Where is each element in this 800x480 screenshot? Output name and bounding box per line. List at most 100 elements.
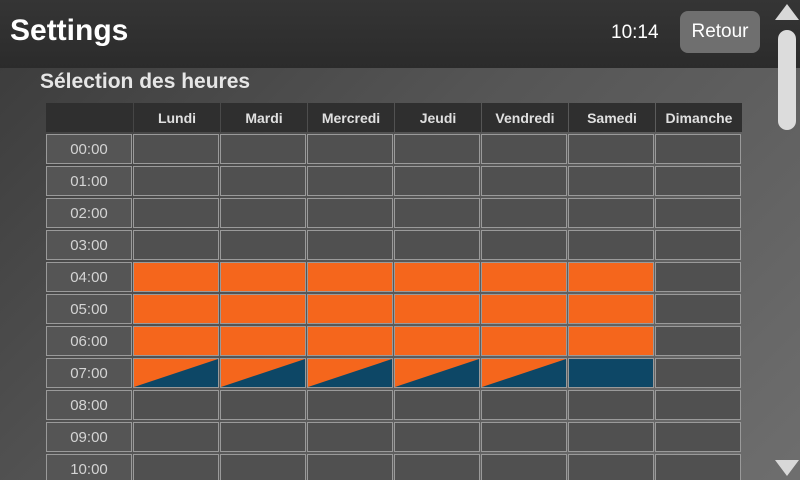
time-slot-samedi[interactable] (568, 166, 654, 196)
time-slot-jeudi[interactable] (394, 166, 480, 196)
day-header-row: Lundi Mardi Mercredi Jeudi Vendredi Samedi Dim… (46, 102, 754, 133)
time-slot-lundi[interactable] (133, 230, 219, 260)
time-slot-dimanche[interactable] (655, 422, 741, 452)
time-slot-vendredi[interactable] (481, 326, 567, 356)
hour-label[interactable]: 00:00 (46, 134, 132, 164)
time-slot-vendredi[interactable] (481, 390, 567, 420)
time-slot-samedi[interactable] (568, 454, 654, 480)
half-slot-indicator (482, 359, 566, 387)
time-slot-jeudi[interactable] (394, 230, 480, 260)
time-slot-mardi[interactable] (220, 454, 306, 480)
time-slot-mercredi[interactable] (307, 166, 393, 196)
time-slot-lundi[interactable] (133, 134, 219, 164)
time-slot-mercredi[interactable] (307, 294, 393, 324)
time-slot-dimanche[interactable] (655, 454, 741, 480)
time-slot-dimanche[interactable] (655, 134, 741, 164)
time-slot-mercredi[interactable] (307, 358, 393, 388)
hour-label[interactable]: 05:00 (46, 294, 132, 324)
time-slot-mercredi[interactable] (307, 454, 393, 480)
time-slot-mardi[interactable] (220, 294, 306, 324)
scroll-down-arrow-icon[interactable] (775, 460, 799, 476)
time-slot-vendredi[interactable] (481, 134, 567, 164)
hour-label[interactable]: 07:00 (46, 358, 132, 388)
time-slot-samedi[interactable] (568, 326, 654, 356)
time-slot-samedi[interactable] (568, 198, 654, 228)
hour-label[interactable]: 10:00 (46, 454, 132, 480)
time-slot-samedi[interactable] (568, 134, 654, 164)
back-button[interactable]: Retour (680, 11, 760, 53)
time-slot-mardi[interactable] (220, 326, 306, 356)
time-slot-jeudi[interactable] (394, 422, 480, 452)
time-slot-jeudi[interactable] (394, 134, 480, 164)
time-slot-vendredi[interactable] (481, 358, 567, 388)
time-slot-lundi[interactable] (133, 326, 219, 356)
time-slot-vendredi[interactable] (481, 198, 567, 228)
time-slot-samedi[interactable] (568, 422, 654, 452)
time-slot-mercredi[interactable] (307, 422, 393, 452)
time-slot-dimanche[interactable] (655, 358, 741, 388)
hour-label[interactable]: 02:00 (46, 198, 132, 228)
time-slot-dimanche[interactable] (655, 166, 741, 196)
hour-label[interactable]: 01:00 (46, 166, 132, 196)
time-slot-dimanche[interactable] (655, 294, 741, 324)
time-slot-vendredi[interactable] (481, 166, 567, 196)
time-slot-mardi[interactable] (220, 262, 306, 292)
day-header-mercredi: Mercredi (308, 103, 394, 132)
half-slot-indicator (221, 359, 305, 387)
scroll-up-arrow-icon[interactable] (775, 4, 799, 20)
time-slot-jeudi[interactable] (394, 198, 480, 228)
time-slot-mardi[interactable] (220, 422, 306, 452)
time-slot-mercredi[interactable] (307, 134, 393, 164)
time-slot-mardi[interactable] (220, 134, 306, 164)
time-slot-dimanche[interactable] (655, 326, 741, 356)
time-slot-vendredi[interactable] (481, 262, 567, 292)
time-slot-jeudi[interactable] (394, 454, 480, 480)
day-header-samedi: Samedi (569, 103, 655, 132)
time-slot-vendredi[interactable] (481, 422, 567, 452)
time-slot-jeudi[interactable] (394, 294, 480, 324)
time-slot-jeudi[interactable] (394, 326, 480, 356)
time-slot-samedi[interactable] (568, 294, 654, 324)
time-slot-samedi[interactable] (568, 230, 654, 260)
time-slot-mercredi[interactable] (307, 198, 393, 228)
time-slot-samedi[interactable] (568, 358, 654, 388)
time-slot-dimanche[interactable] (655, 198, 741, 228)
time-slot-lundi[interactable] (133, 198, 219, 228)
time-slot-dimanche[interactable] (655, 262, 741, 292)
day-header-jeudi: Jeudi (395, 103, 481, 132)
time-slot-mardi[interactable] (220, 358, 306, 388)
time-slot-vendredi[interactable] (481, 230, 567, 260)
time-slot-lundi[interactable] (133, 262, 219, 292)
time-slot-lundi[interactable] (133, 454, 219, 480)
time-slot-lundi[interactable] (133, 422, 219, 452)
scrollbar[interactable] (772, 0, 800, 480)
time-slot-mardi[interactable] (220, 198, 306, 228)
time-slot-lundi[interactable] (133, 390, 219, 420)
time-slot-samedi[interactable] (568, 262, 654, 292)
time-slot-mardi[interactable] (220, 166, 306, 196)
time-slot-samedi[interactable] (568, 390, 654, 420)
time-slot-mercredi[interactable] (307, 390, 393, 420)
hour-label[interactable]: 06:00 (46, 326, 132, 356)
scroll-thumb[interactable] (778, 30, 796, 130)
time-slot-vendredi[interactable] (481, 454, 567, 480)
time-slot-mercredi[interactable] (307, 230, 393, 260)
time-slot-jeudi[interactable] (394, 262, 480, 292)
time-slot-lundi[interactable] (133, 294, 219, 324)
time-slot-dimanche[interactable] (655, 230, 741, 260)
time-slot-mardi[interactable] (220, 230, 306, 260)
time-slot-vendredi[interactable] (481, 294, 567, 324)
time-slot-jeudi[interactable] (394, 390, 480, 420)
hour-label[interactable]: 08:00 (46, 390, 132, 420)
time-slot-jeudi[interactable] (394, 358, 480, 388)
time-slot-dimanche[interactable] (655, 390, 741, 420)
time-slot-mercredi[interactable] (307, 262, 393, 292)
time-slot-lundi[interactable] (133, 166, 219, 196)
time-slot-mercredi[interactable] (307, 326, 393, 356)
hour-label[interactable]: 09:00 (46, 422, 132, 452)
time-slot-mardi[interactable] (220, 390, 306, 420)
hour-label[interactable]: 03:00 (46, 230, 132, 260)
time-slot-lundi[interactable] (133, 358, 219, 388)
hour-row: 05:00 (46, 293, 754, 325)
hour-label[interactable]: 04:00 (46, 262, 132, 292)
